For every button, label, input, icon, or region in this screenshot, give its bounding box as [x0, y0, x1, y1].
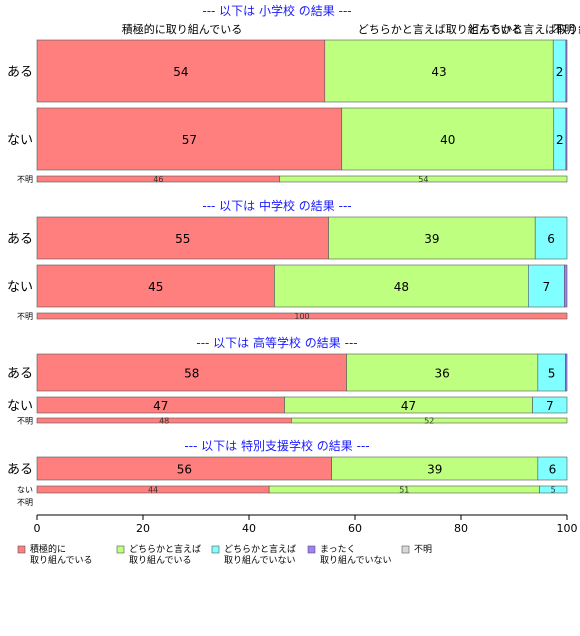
category-label: ある [7, 65, 33, 80]
category-label: ある [7, 232, 33, 247]
category-label: ある [7, 367, 33, 382]
data-label: 52 [424, 417, 434, 426]
x-tick-label: 80 [454, 522, 468, 535]
data-label: 7 [543, 280, 551, 294]
data-label: 43 [431, 65, 446, 79]
category-label: 不明 [17, 312, 33, 321]
category-label: ない [7, 133, 33, 148]
data-label: 48 [394, 280, 409, 294]
legend-label: どちらかと言えば [224, 543, 296, 555]
data-label: 51 [399, 486, 409, 495]
x-tick-label: 60 [348, 522, 362, 535]
panel-title: --- 以下は 小学校 の結果 --- [202, 3, 351, 18]
category-label: 不明 [17, 417, 33, 426]
legend-swatch [17, 545, 26, 554]
legend-label: 取り組んでいる [30, 554, 93, 566]
bar-segment [36, 264, 275, 308]
x-tick-label: 40 [242, 522, 256, 535]
data-label: 6 [549, 463, 557, 477]
legend-swatch [211, 545, 220, 554]
data-label: 47 [153, 399, 168, 413]
bar-segment [534, 216, 568, 260]
bar-segment [528, 264, 565, 308]
x-tick-label: 20 [136, 522, 150, 535]
legend-swatch [401, 545, 410, 554]
bar-segment [36, 107, 343, 171]
legend-label: どちらかと言えば [129, 543, 201, 555]
data-label: 36 [435, 367, 450, 381]
panel-title: --- 以下は 高等学校 の結果 --- [196, 335, 357, 350]
data-label: 6 [547, 232, 555, 246]
column-header: 積極的に取り組んでいる [122, 22, 242, 36]
data-label: 56 [177, 463, 192, 477]
legend-label: まったく [320, 544, 356, 555]
x-tick-label: 100 [557, 522, 578, 535]
x-tick-label: 0 [34, 522, 41, 535]
data-label: 7 [546, 399, 554, 413]
data-label: 48 [159, 417, 169, 426]
data-label: 44 [148, 486, 158, 495]
bar-segment [291, 417, 568, 424]
bar-segment [565, 107, 568, 171]
category-label: ない [7, 399, 33, 414]
legend-label: 取り組んでいない [224, 554, 296, 566]
bar-segment [537, 456, 568, 481]
bar-segment [565, 39, 568, 103]
data-label: 39 [424, 232, 439, 246]
legend-label: 不明 [414, 544, 432, 555]
data-label: 54 [173, 65, 188, 79]
legend-label: 積極的に [30, 543, 66, 555]
bar-segment [532, 396, 568, 414]
data-label: 45 [148, 280, 163, 294]
data-label: 100 [294, 312, 309, 321]
data-label: 2 [556, 133, 564, 147]
category-label: ない [17, 486, 33, 495]
panel-title: --- 以下は 特別支援学校 の結果 --- [184, 438, 369, 453]
bar-segment [537, 353, 566, 392]
data-label: 39 [427, 463, 442, 477]
bar-segment [279, 175, 568, 183]
legend-swatch [307, 545, 316, 554]
column-header: 不明 [553, 23, 575, 36]
data-label: 2 [556, 65, 564, 79]
bar-segment [36, 216, 329, 260]
data-label: 46 [153, 175, 163, 184]
category-label: ある [7, 463, 33, 478]
data-label: 55 [175, 232, 190, 246]
bar-segment [36, 353, 347, 392]
category-label: ない [7, 280, 33, 295]
data-label: 5 [548, 367, 556, 381]
bar-segment [565, 353, 568, 392]
legend-swatch [116, 545, 125, 554]
panel-title: --- 以下は 中学校 の結果 --- [202, 198, 351, 213]
category-label: 不明 [17, 175, 33, 184]
legend-label: 取り組んでいない [320, 554, 392, 566]
bar-segment [539, 485, 568, 494]
column-header: どちらかと言えば取り組んでいる [358, 23, 522, 36]
bar-segment [274, 264, 529, 308]
bar-segment [346, 353, 539, 392]
data-label: 47 [401, 399, 416, 413]
bar-segment [564, 264, 568, 308]
bar-segment [36, 39, 326, 103]
data-label: 40 [440, 133, 455, 147]
category-label: 不明 [17, 498, 33, 507]
data-label: 58 [184, 367, 199, 381]
data-label: 54 [418, 175, 428, 184]
legend-label: 取り組んでいる [129, 554, 192, 566]
data-label: 5 [551, 486, 556, 495]
bar-segment [36, 312, 568, 320]
data-label: 57 [182, 133, 197, 147]
